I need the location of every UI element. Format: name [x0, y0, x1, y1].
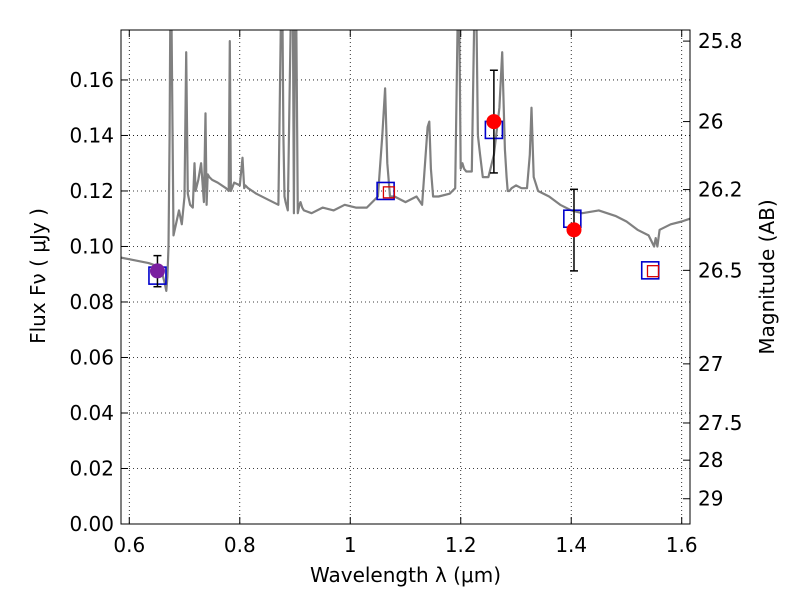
y2-tick-label: 26.5 [698, 258, 743, 282]
plot-frame [120, 29, 691, 525]
y-axis-right: 25.8 26 26.2 26.5 27 27.5 28 29 [683, 29, 743, 511]
y-axis-left: 0.00 0.02 0.04 0.06 0.08 0.10 0.12 0.14 0.16 [69, 68, 128, 536]
y-axis-label-left: Flux Fν ( μJy ) [26, 208, 50, 344]
y-tick-label: 0.02 [69, 456, 114, 480]
x-tick-label: 0.8 [224, 533, 256, 557]
y2-tick-label: 29 [698, 487, 723, 511]
y-tick-label: 0.06 [69, 345, 114, 369]
model-inner-square-marker [382, 186, 396, 199]
markers [148, 69, 660, 288]
y2-tick-label: 27 [698, 352, 723, 376]
observed-point [486, 114, 502, 130]
y-tick-label: 0.10 [69, 234, 114, 258]
y-axis-label-right: Magnitude (AB) [755, 199, 779, 354]
x-axis: 0.6 0.8 1 1.2 1.4 1.6 [113, 30, 698, 557]
y-tick-label: 0.08 [69, 290, 114, 314]
x-tick-label: 1 [344, 533, 357, 557]
plot-area: 0.6 0.8 1 1.2 1.4 1.6 0.00 0.02 0.04 0.06 0.08 0.1… [69, 29, 743, 557]
x-axis-label: Wavelength λ (μm) [310, 563, 501, 587]
y2-tick-label: 25.8 [698, 29, 743, 53]
y2-tick-label: 27.5 [698, 411, 743, 435]
y-tick-label: 0.16 [69, 68, 114, 92]
model-inner-square-marker [646, 265, 660, 278]
observed-point [566, 222, 582, 238]
x-tick-label: 0.6 [113, 533, 145, 557]
y-tick-label: 0.12 [69, 179, 114, 203]
observed-point [149, 263, 165, 279]
x-tick-label: 1.6 [666, 533, 698, 557]
x-tick-label: 1.2 [445, 533, 477, 557]
y-tick-label: 0.14 [69, 123, 114, 147]
y-tick-label: 0.00 [69, 512, 114, 536]
x-tick-label: 1.4 [555, 533, 587, 557]
y2-tick-label: 26.2 [698, 178, 743, 202]
spectrum-line [121, 30, 690, 292]
y-tick-label: 0.04 [69, 401, 114, 425]
plot-background [121, 30, 690, 524]
series-layer [121, 30, 690, 292]
y2-tick-label: 28 [698, 448, 723, 472]
y2-tick-label: 26 [698, 110, 723, 134]
